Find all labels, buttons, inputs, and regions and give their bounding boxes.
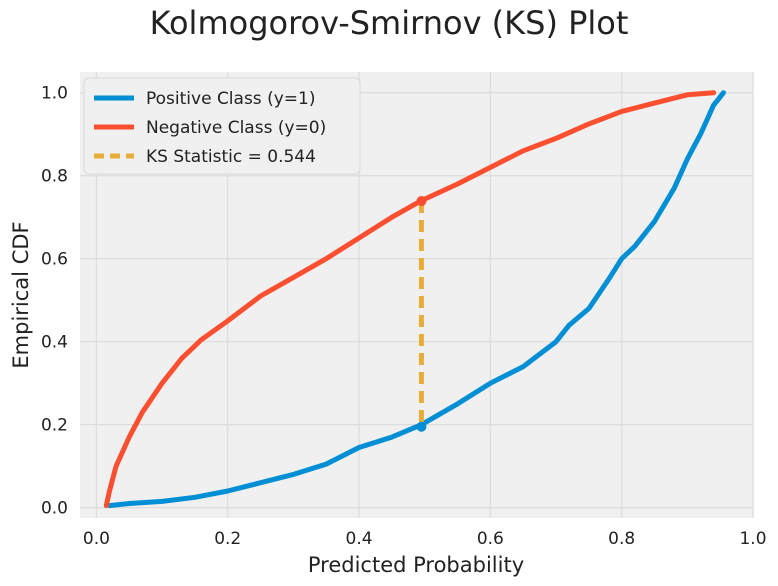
axis-ticks: 0.0 0.2 0.4 0.6 0.8 1.0 0.0 0.2 0.4 0.6 0.8 1.0 <box>41 84 767 549</box>
y-tick-label: 0.6 <box>41 250 68 270</box>
legend: Positive Class (y=1) Negative Class (y=0… <box>83 77 361 175</box>
y-tick-label: 0.8 <box>41 167 68 187</box>
ks-point-negative <box>416 196 427 207</box>
legend-box <box>83 77 361 175</box>
x-tick-label: 0.6 <box>477 529 504 549</box>
x-tick-label: 0.8 <box>608 529 635 549</box>
negative-class-line <box>103 90 717 509</box>
y-tick-label: 1.0 <box>41 84 68 104</box>
x-tick-label: 1.0 <box>739 529 766 549</box>
legend-label-negative: Negative Class (y=0) <box>146 118 326 138</box>
chart-title: Kolmogorov-Smirnov (KS) Plot <box>150 4 629 42</box>
y-tick-label: 0.2 <box>41 416 68 436</box>
legend-label-ks: KS Statistic = 0.544 <box>146 147 316 167</box>
x-tick-label: 0.2 <box>214 529 241 549</box>
x-tick-label: 0.0 <box>83 529 110 549</box>
y-axis-label: Empirical CDF <box>9 221 33 368</box>
x-tick-label: 0.4 <box>346 529 373 549</box>
ks-point-positive <box>416 421 427 432</box>
x-axis-label: Predicted Probability <box>308 553 524 577</box>
legend-label-positive: Positive Class (y=1) <box>146 89 315 109</box>
y-tick-label: 0.0 <box>41 499 68 519</box>
series-layer <box>103 90 726 509</box>
positive-class-line <box>107 90 726 509</box>
y-tick-label: 0.4 <box>41 333 68 353</box>
